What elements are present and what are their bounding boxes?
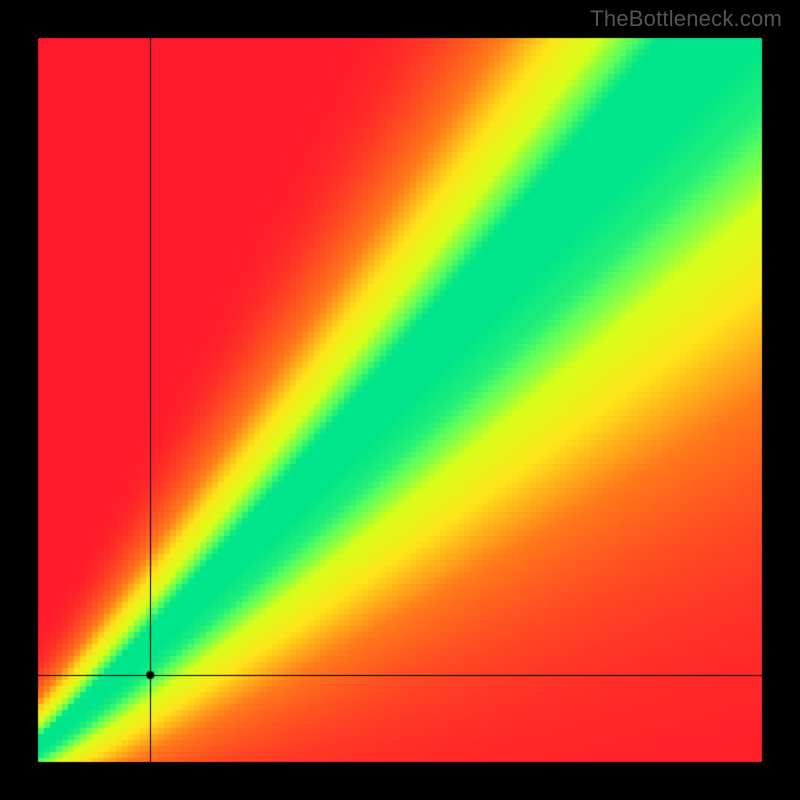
chart-container: TheBottleneck.com [0, 0, 800, 800]
bottleneck-heatmap [0, 0, 800, 800]
watermark: TheBottleneck.com [590, 6, 782, 32]
